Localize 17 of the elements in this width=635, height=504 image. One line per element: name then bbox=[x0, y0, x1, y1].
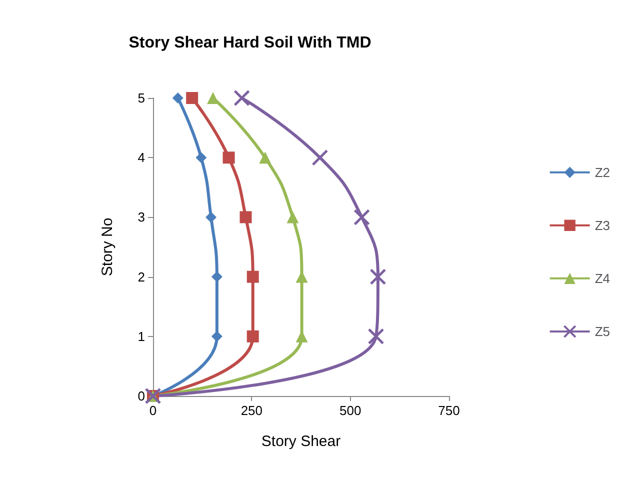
y-tick-label: 1 bbox=[138, 328, 145, 344]
legend-label: Z3 bbox=[594, 218, 610, 233]
y-axis-title: Story No bbox=[99, 218, 116, 276]
x-tick-label: 500 bbox=[339, 403, 362, 418]
y-tick-label: 5 bbox=[138, 90, 145, 106]
legend-label: Z4 bbox=[594, 270, 610, 286]
x-tick-label: 250 bbox=[240, 403, 263, 418]
x-tick-label: 750 bbox=[438, 403, 460, 418]
x-axis-title: Story Shear bbox=[261, 433, 341, 450]
y-tick-label: 3 bbox=[138, 210, 145, 225]
y-tick-label: 2 bbox=[138, 269, 145, 284]
legend-label: Z5 bbox=[594, 324, 610, 339]
chart-title: Story Shear Hard Soil With TMD bbox=[128, 34, 372, 52]
legend-label: Z2 bbox=[594, 164, 610, 180]
y-tick-label: 0 bbox=[138, 388, 145, 404]
y-tick-label: 4 bbox=[138, 150, 145, 166]
x-tick-label: 0 bbox=[149, 403, 157, 418]
